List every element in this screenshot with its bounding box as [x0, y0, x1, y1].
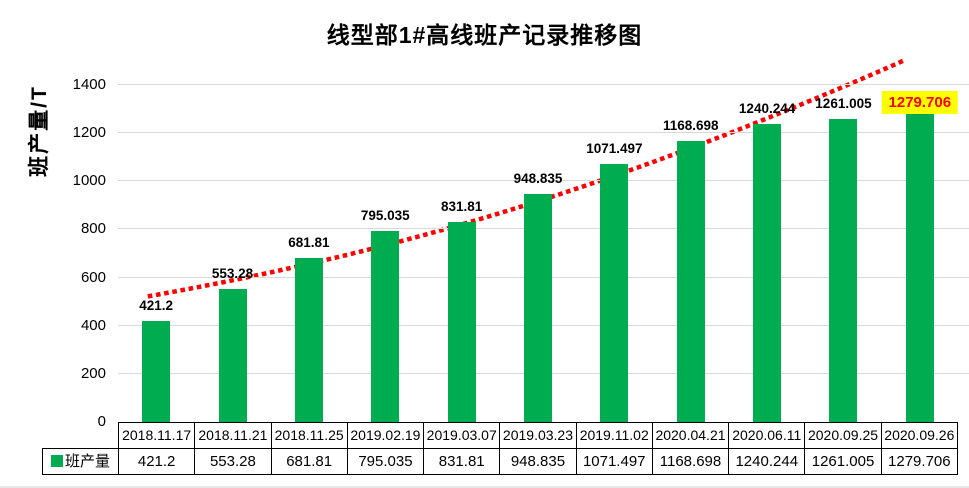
table-body: 2018.11.17 2018.11.21 2018.11.25 2019.02.19…	[42, 422, 959, 475]
table-value-cell: 553.28	[194, 448, 272, 475]
data-label: 1168.698	[662, 117, 719, 133]
table-date-cell: 2018.11.25	[270, 422, 348, 449]
bar	[600, 164, 629, 422]
table-value-cell: 831.81	[423, 448, 501, 475]
table-date-cell: 2020.06.11	[728, 422, 806, 449]
data-label: 948.835	[513, 170, 563, 186]
table-value-cell: 421.2	[117, 448, 196, 475]
data-label-highlighted: 1279.706	[881, 91, 959, 115]
data-label: 831.81	[440, 198, 483, 214]
table-value-cell: 1071.497	[575, 448, 653, 475]
table-date-cell: 2019.03.23	[499, 422, 577, 449]
table-date-cell: 2019.02.19	[346, 422, 425, 449]
gridline	[118, 132, 969, 134]
data-label: 1240.244	[738, 100, 796, 116]
table-value-cell: 1168.698	[651, 448, 730, 475]
y-tick-label: 400	[80, 316, 106, 334]
data-label: 421.2	[139, 297, 174, 313]
plot-area: 421.2 553.28 681.81 795.035 831.81 948.835 107…	[118, 55, 969, 422]
bar	[371, 230, 400, 422]
bar	[524, 193, 552, 422]
data-label: 1071.497	[586, 141, 643, 157]
table-date-cell: 2019.11.02	[575, 422, 653, 449]
table-value-cell: 1279.706	[880, 448, 959, 475]
bar	[218, 288, 247, 422]
legend-cell: 班产量	[42, 448, 119, 475]
y-tick-label: 200	[80, 364, 106, 382]
data-label: 553.28	[211, 265, 254, 281]
table-date-cell: 2019.03.07	[423, 422, 501, 449]
gridline	[118, 84, 969, 86]
table-date-cell: 2020.04.21	[651, 422, 730, 449]
table-value-cell: 795.035	[346, 448, 425, 475]
bar	[142, 320, 171, 422]
table-value-cell: 1261.005	[804, 448, 882, 475]
bar	[905, 114, 934, 422]
bar	[294, 257, 323, 422]
table-value-cell: 681.81	[270, 448, 348, 475]
data-label: 795.035	[360, 207, 410, 223]
y-tick-label: 1000	[72, 172, 106, 190]
table-date-cell: 2020.09.26	[880, 422, 959, 449]
y-tick-label: 1200	[72, 124, 106, 142]
bar	[676, 140, 705, 422]
y-tick-label: 0	[97, 413, 106, 430]
bar	[447, 221, 476, 422]
table-date-cell: 2018.11.21	[194, 422, 272, 449]
y-tick-label: 1400	[72, 76, 106, 94]
table-date-cell: 2018.11.17	[117, 422, 196, 449]
bar	[753, 123, 782, 422]
y-tick-label: 800	[80, 220, 106, 238]
data-label: 681.81	[288, 234, 330, 250]
data-table: 2018.11.17 2018.11.21 2018.11.25 2019.02.19…	[42, 422, 959, 475]
table-value-cell: 1240.244	[728, 448, 806, 475]
y-tick-label: 600	[80, 268, 106, 286]
data-label: 1261.005	[815, 95, 872, 111]
table-date-cell: 2020.09.25	[804, 422, 882, 449]
legend-marker-icon	[50, 455, 63, 467]
bar	[829, 118, 858, 422]
gridline	[118, 180, 969, 182]
legend-label: 班产量	[64, 453, 110, 470]
chart-title: 线型部1#高线班产记录推移图	[326, 22, 643, 48]
table-value-cell: 948.835	[499, 448, 577, 475]
